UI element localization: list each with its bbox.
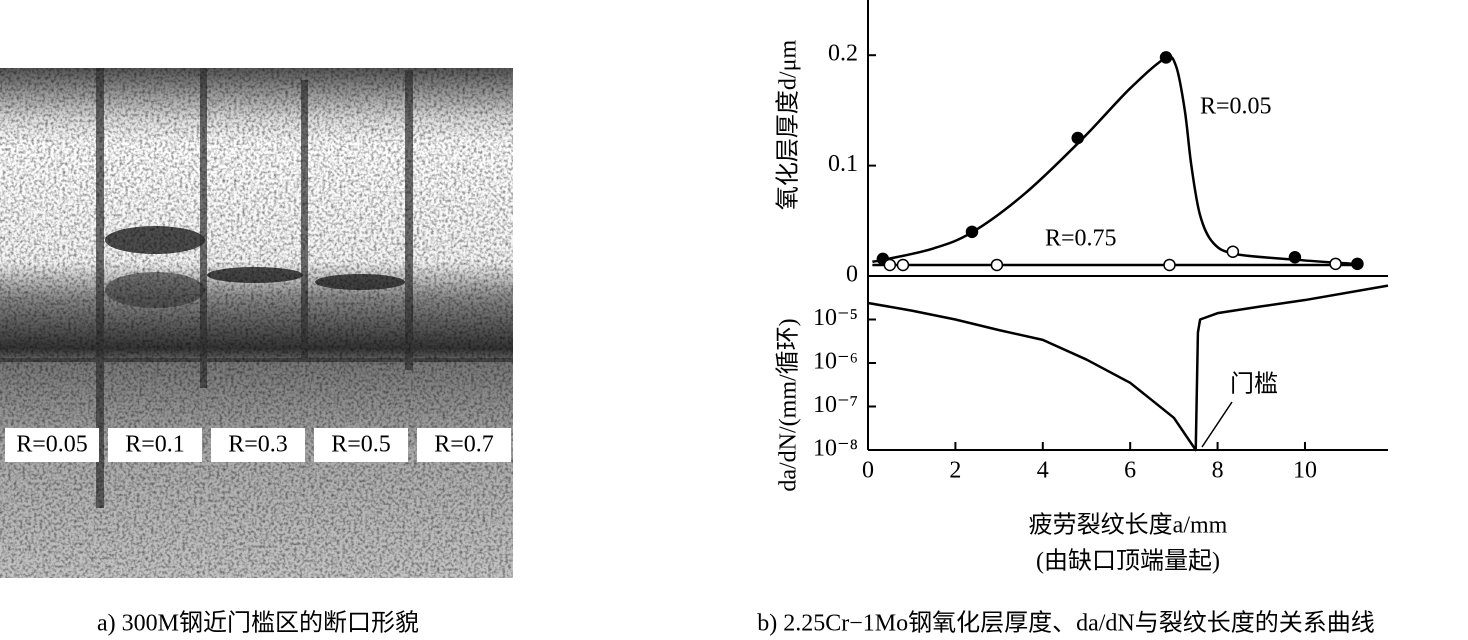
marker xyxy=(883,258,897,272)
marker xyxy=(1159,51,1173,64)
curve xyxy=(867,284,1389,452)
x-tick-label: 4 xyxy=(1037,458,1049,484)
label-box xyxy=(417,428,511,462)
y-tick-label: 0.2 xyxy=(828,41,858,67)
photo-label: R=0.3 xyxy=(228,432,288,458)
x-tick-label: 10 xyxy=(1293,458,1317,484)
label-box xyxy=(5,428,99,462)
x-axis-label: (由缺口顶端量起) xyxy=(1036,548,1220,575)
photo-label: R=0.5 xyxy=(331,432,391,458)
label-box xyxy=(314,428,408,462)
x-axis-label: 疲劳裂纹长度a/mm xyxy=(1029,512,1228,539)
photo: R=0.05 R=0.1 R=0.3 R=0.5 R=0.7 xyxy=(0,68,513,578)
caption: a) 300M钢近门槛区的断口形貌 xyxy=(97,610,419,637)
marker xyxy=(990,258,1004,272)
label-box xyxy=(108,428,202,462)
x-tick-label: 8 xyxy=(1212,458,1224,484)
annotation: 门槛 xyxy=(1230,371,1278,398)
photo-texture xyxy=(0,68,513,578)
marker xyxy=(1071,131,1084,145)
photo-label: R=0.7 xyxy=(434,432,494,458)
marker xyxy=(1329,257,1342,271)
marker xyxy=(1163,258,1176,272)
y-tick-label: 0.1 xyxy=(828,151,858,177)
y-tick-label: 10⁻⁶ xyxy=(813,349,858,375)
y-axis-label: 氧化层厚度d/μm xyxy=(775,40,802,211)
y-tick-label: 0 xyxy=(846,262,858,288)
y-tick-label: 10⁻⁷ xyxy=(813,392,858,418)
marker xyxy=(896,258,910,272)
photo-label: R=0.1 xyxy=(125,432,185,458)
x-tick-label: 2 xyxy=(949,458,961,484)
marker xyxy=(965,225,979,239)
series-label: R=0.05 xyxy=(1200,94,1272,120)
x-tick-label: 6 xyxy=(1124,458,1136,484)
x-tick-label: 0 xyxy=(862,458,874,484)
y-tick-label: 10⁻⁵ xyxy=(813,305,858,331)
marker xyxy=(1226,245,1240,258)
series-label: R=0.75 xyxy=(1045,226,1117,252)
y-axis-label: da/dN/(mm/循环) xyxy=(775,318,802,491)
marker xyxy=(1288,250,1302,264)
caption: b) 2.25Cr−1Mo钢氧化层厚度、da/dN与裂纹长度的关系曲线 xyxy=(757,610,1375,637)
label-box xyxy=(211,428,305,462)
y-tick-label: 10⁻⁸ xyxy=(813,436,858,462)
photo-label: R=0.05 xyxy=(16,432,88,458)
photo-labels: R=0.05 R=0.1 R=0.3 R=0.5 R=0.7 xyxy=(5,428,511,462)
leader-line xyxy=(1201,401,1233,448)
